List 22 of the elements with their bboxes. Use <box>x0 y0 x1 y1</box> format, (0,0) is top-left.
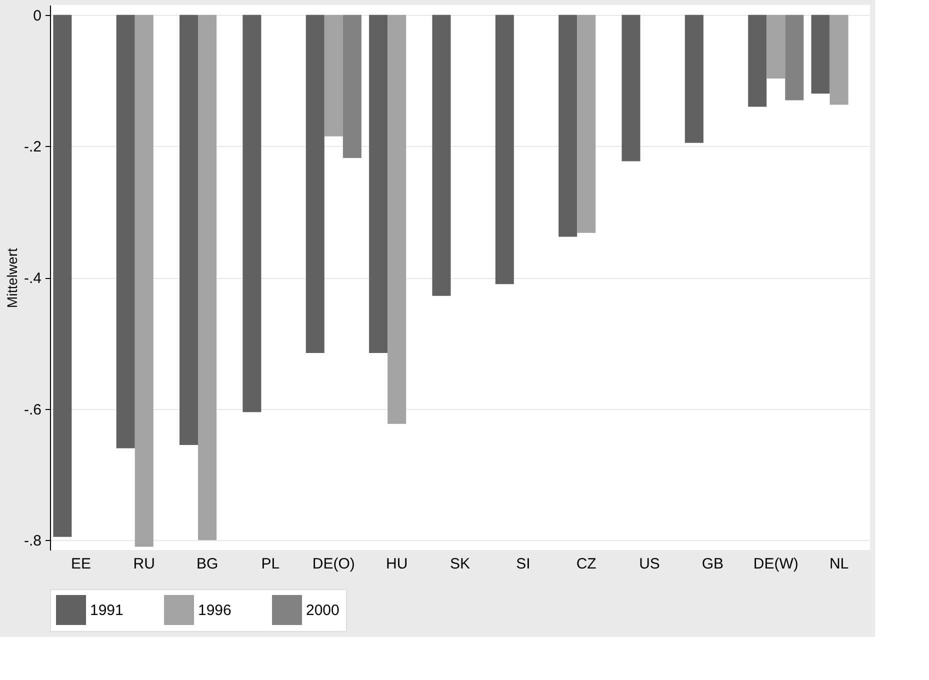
x-tick-label: EE <box>70 556 91 572</box>
x-tick-label: US <box>639 556 660 572</box>
y-tick-label: -.8 <box>24 532 42 550</box>
legend-label: 1996 <box>198 602 232 619</box>
legend-label: 2000 <box>306 602 340 619</box>
x-tick-label: DE(W) <box>753 556 798 572</box>
y-tick-label: 0 <box>33 7 42 24</box>
legend-label: 1991 <box>90 602 124 619</box>
x-tick-label: CZ <box>576 556 596 572</box>
x-tick-label: HU <box>386 556 408 572</box>
x-tick-label: DE(O) <box>312 556 355 572</box>
y-tick-label: -.4 <box>24 270 42 287</box>
x-tick-label: GB <box>702 556 724 572</box>
y-tick-label: -.2 <box>24 138 42 156</box>
x-tick-label: SI <box>516 556 530 572</box>
x-tick-label: BG <box>196 556 218 572</box>
x-tick-label: RU <box>133 556 155 572</box>
x-tick-label: NL <box>829 556 849 572</box>
x-tick-label: PL <box>261 556 280 572</box>
y-axis-title: Mittelwert <box>4 248 20 308</box>
y-tick-label: -.6 <box>24 401 42 418</box>
x-tick-label: SK <box>450 556 470 572</box>
